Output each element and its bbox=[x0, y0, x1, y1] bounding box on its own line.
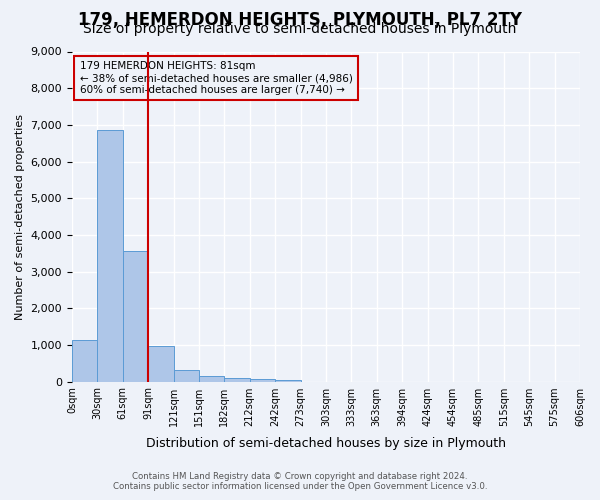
Bar bbox=[275, 380, 301, 382]
Text: 179 HEMERDON HEIGHTS: 81sqm
← 38% of semi-detached houses are smaller (4,986)
60: 179 HEMERDON HEIGHTS: 81sqm ← 38% of sem… bbox=[80, 62, 352, 94]
Bar bbox=[72, 340, 97, 382]
Text: Size of property relative to semi-detached houses in Plymouth: Size of property relative to semi-detach… bbox=[83, 22, 517, 36]
Bar bbox=[97, 130, 123, 382]
Text: 179, HEMERDON HEIGHTS, PLYMOUTH, PL7 2TY: 179, HEMERDON HEIGHTS, PLYMOUTH, PL7 2TY bbox=[78, 11, 522, 29]
Bar bbox=[224, 378, 250, 382]
Bar bbox=[173, 370, 199, 382]
X-axis label: Distribution of semi-detached houses by size in Plymouth: Distribution of semi-detached houses by … bbox=[146, 437, 506, 450]
Text: Contains HM Land Registry data © Crown copyright and database right 2024.
Contai: Contains HM Land Registry data © Crown c… bbox=[113, 472, 487, 491]
Bar bbox=[148, 346, 173, 382]
Bar bbox=[123, 250, 148, 382]
Bar bbox=[250, 379, 275, 382]
Bar bbox=[199, 376, 224, 382]
Y-axis label: Number of semi-detached properties: Number of semi-detached properties bbox=[15, 114, 25, 320]
